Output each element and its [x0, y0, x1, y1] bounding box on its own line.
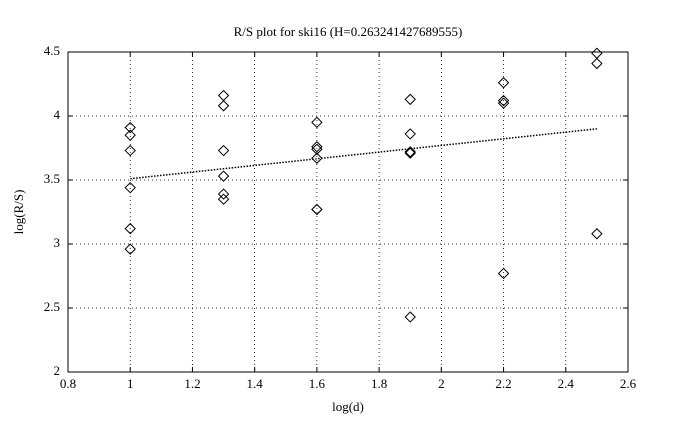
scatter-point [217, 170, 230, 182]
x-tick-label: 1.2 [184, 376, 200, 391]
x-tick-label: 0.8 [60, 376, 76, 391]
scatter-point [217, 188, 230, 200]
y-tick-label: 4.5 [44, 43, 60, 58]
scatter-point [124, 222, 136, 235]
scatter-point [497, 267, 510, 280]
x-tick-label: 1.4 [247, 376, 264, 391]
scatter-point [591, 228, 603, 240]
plot-frame [67, 51, 629, 373]
scatter-point [124, 121, 136, 134]
scatter-point [124, 243, 136, 255]
scatter-point [591, 57, 603, 70]
x-tick-label: 1.8 [371, 376, 387, 391]
scatter-point [124, 129, 136, 141]
scatter-point [311, 152, 323, 164]
scatter-point [217, 144, 230, 157]
scatter-point [217, 100, 230, 112]
scatter-point [404, 147, 416, 159]
x-tick-label: 2.4 [558, 376, 575, 391]
y-tick-label: 2 [54, 363, 61, 378]
scatter-point [404, 311, 416, 323]
scatter-point [497, 77, 510, 89]
fit-line [130, 128, 597, 180]
x-tick-label: 1.6 [309, 376, 326, 391]
scatter-point [311, 141, 323, 153]
scatter-point [404, 128, 416, 140]
scatter-point [404, 146, 416, 158]
x-axis-label: log(d) [332, 399, 364, 414]
scatter-point [497, 94, 510, 107]
scatter-point [497, 97, 510, 109]
scatter-point [124, 181, 136, 194]
scatter-point [311, 203, 323, 216]
y-tick-label: 3.5 [44, 171, 60, 186]
x-tick-label: 2.6 [620, 376, 637, 391]
x-tick-label: 2 [438, 376, 445, 391]
x-tick-label: 1 [127, 376, 134, 391]
y-tick-label: 2.5 [44, 299, 60, 314]
scatter-point [311, 143, 323, 155]
scatter-point [217, 193, 230, 205]
x-tick-label: 2.2 [495, 376, 511, 391]
scatter-point [311, 116, 323, 129]
y-axis-label: log(R/S) [11, 190, 26, 235]
scatter-point [404, 93, 416, 106]
y-tick-label: 4 [54, 107, 61, 122]
y-tick-label: 3 [54, 235, 61, 250]
scatter-point [124, 144, 136, 157]
chart-title: R/S plot for ski16 (H=0.263241427689555) [234, 24, 463, 39]
